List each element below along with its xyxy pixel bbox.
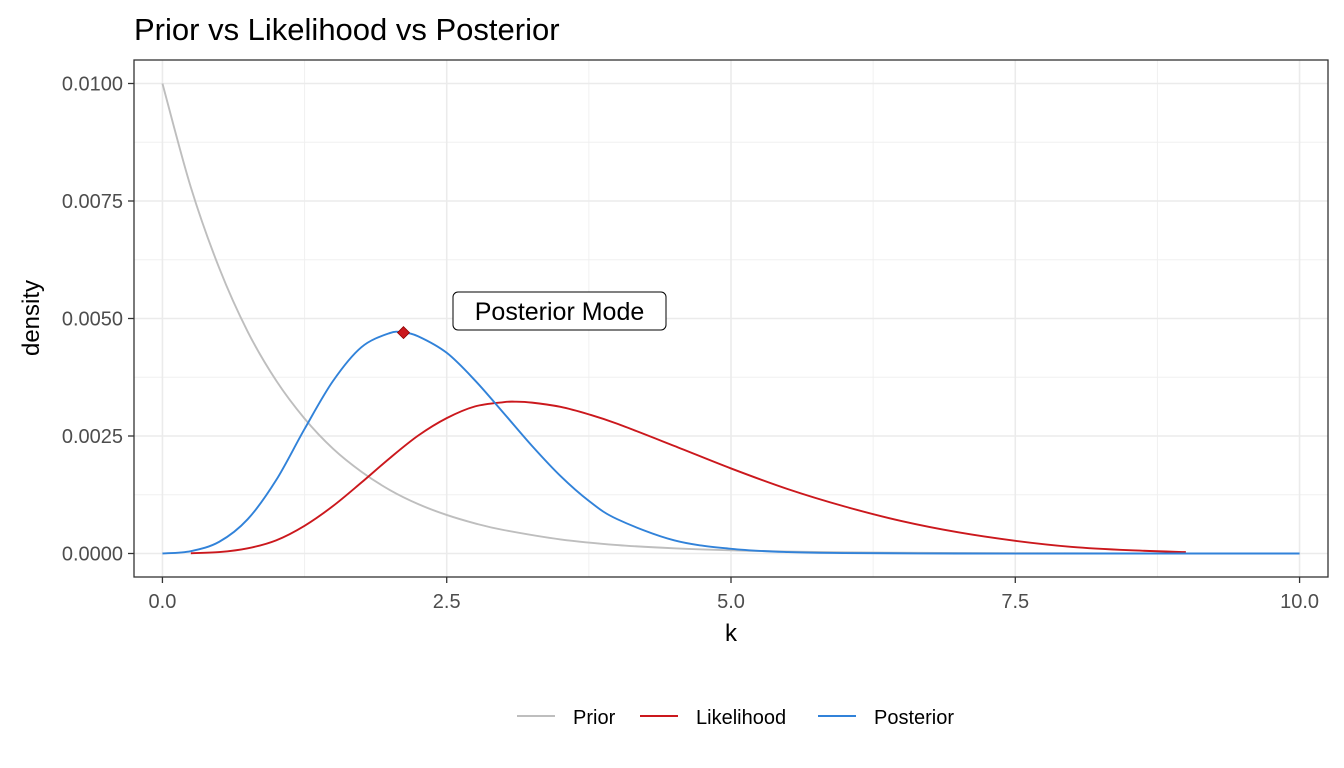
x-axis-title: k: [725, 620, 738, 647]
y-tick-label: 0.0050: [62, 309, 123, 331]
x-tick-label: 5.0: [717, 591, 745, 613]
grid: [134, 60, 1328, 577]
annotation-box: [452, 291, 667, 331]
y-tick-label: 0.0100: [62, 74, 123, 96]
legend-label-prior: Prior: [573, 707, 616, 729]
y-tick-label: 0.0025: [62, 426, 123, 448]
x-axis: 0.0 2.5 5.0 7.5 10.0: [149, 577, 1319, 613]
series-line-likelihood: [190, 400, 1186, 555]
annotation-label: Posterior Mode: [475, 298, 645, 326]
legend: Prior Likelihood Posterior: [517, 707, 954, 729]
x-tick-label: 10.0: [1280, 591, 1319, 613]
y-axis: 0.0000 0.0025 0.0050 0.0075 0.0100: [62, 74, 134, 566]
posterior-mode-point: [396, 326, 411, 340]
y-tick-label: 0.0000: [62, 544, 123, 566]
x-tick-label: 2.5: [433, 591, 461, 613]
legend-label-posterior: Posterior: [874, 707, 954, 729]
x-tick-label: 0.0: [149, 591, 177, 613]
y-axis-title: density: [18, 280, 45, 356]
chart-title: Prior vs Likelihood vs Posterior: [134, 12, 560, 47]
x-tick-label: 7.5: [1001, 591, 1029, 613]
series-layer: [161, 83, 1300, 555]
annotation: Posterior Mode: [396, 291, 667, 340]
legend-label-likelihood: Likelihood: [696, 707, 786, 729]
series-line-posterior: [162, 330, 1300, 555]
y-tick-label: 0.0075: [62, 191, 123, 213]
